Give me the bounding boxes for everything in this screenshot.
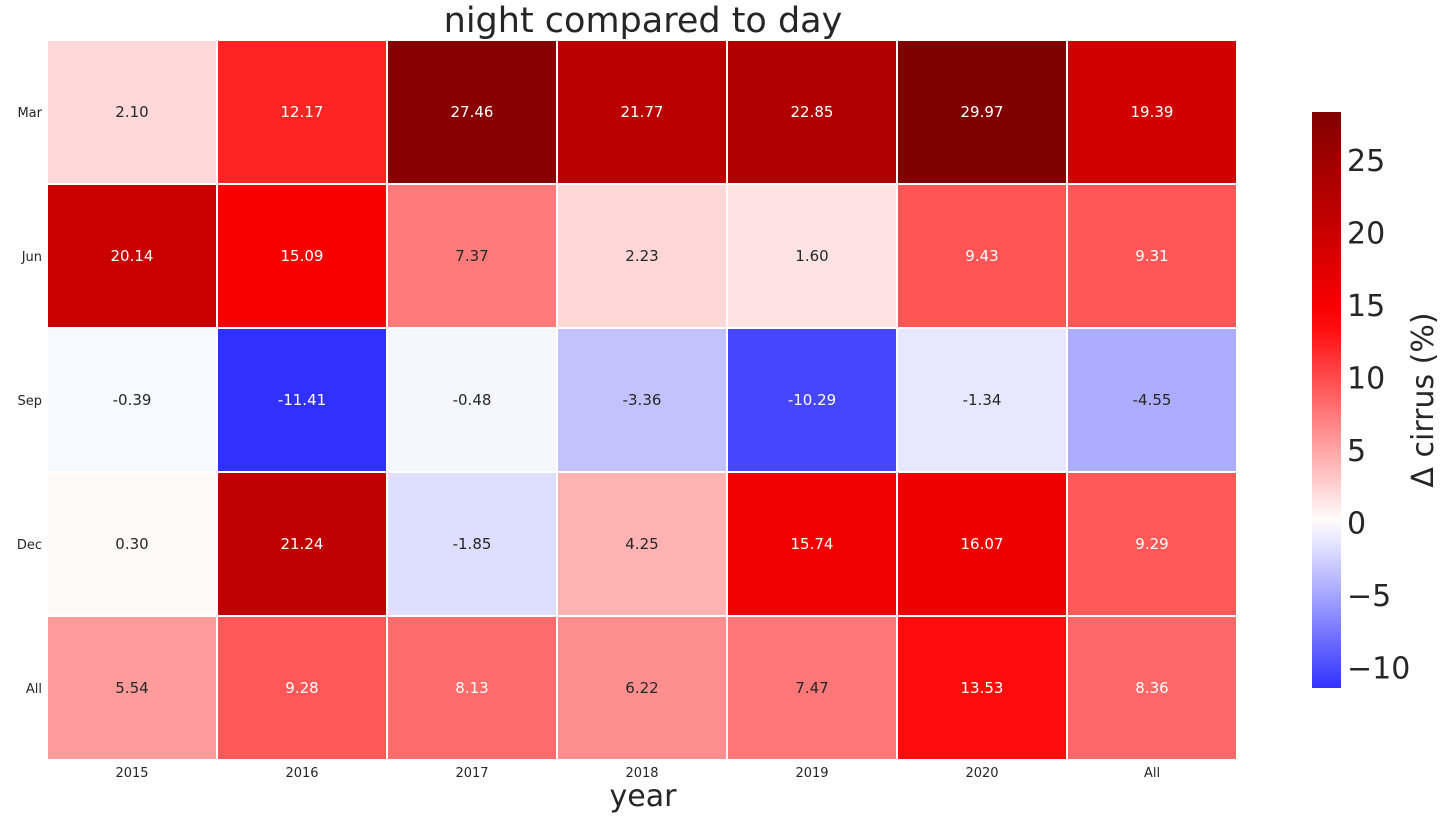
cell-value-label: 12.17 bbox=[281, 103, 324, 121]
cell-value-label: 2.10 bbox=[115, 103, 148, 121]
colorbar-tick-label: −5 bbox=[1347, 579, 1391, 614]
cell-value-label: -11.41 bbox=[278, 391, 326, 409]
cell-value-label: 5.54 bbox=[115, 679, 148, 697]
y-tick-label: Dec bbox=[17, 538, 42, 553]
heatmap-cell bbox=[896, 183, 1068, 329]
colorbar-tick-label: 10 bbox=[1347, 361, 1385, 396]
x-tick-label: 2015 bbox=[115, 766, 148, 781]
cell-value-label: 7.47 bbox=[795, 679, 828, 697]
cell-value-label: 6.22 bbox=[625, 679, 658, 697]
cell-value-label: 1.60 bbox=[795, 247, 828, 265]
y-tick-label: Mar bbox=[17, 106, 42, 121]
cell-value-label: -10.29 bbox=[788, 391, 836, 409]
cell-value-label: -3.36 bbox=[623, 391, 662, 409]
x-tick-label: 2020 bbox=[965, 766, 998, 781]
heatmap-cell bbox=[386, 327, 558, 473]
cell-value-label: 29.97 bbox=[961, 103, 1004, 121]
cell-value-label: 9.43 bbox=[965, 247, 998, 265]
y-tick-label: Jun bbox=[21, 250, 42, 265]
heatmap-cells: 2.10 12.17 27.46 21.77 22.85 29.97 19.39 20.14 1… bbox=[46, 39, 1238, 761]
cell-value-label: 9.31 bbox=[1135, 247, 1168, 265]
heatmap-cell bbox=[216, 471, 388, 617]
cell-value-label: 21.24 bbox=[281, 535, 324, 553]
cell-value-label: 0.30 bbox=[115, 535, 148, 553]
heatmap-cell bbox=[1066, 183, 1238, 329]
cell-value-label: 2.23 bbox=[625, 247, 658, 265]
colorbar-tick-label: 15 bbox=[1347, 289, 1385, 324]
x-tick-label: 2019 bbox=[795, 766, 828, 781]
colorbar-gradient bbox=[1312, 112, 1341, 688]
cell-value-label: 9.28 bbox=[285, 679, 318, 697]
cell-value-label: 20.14 bbox=[111, 247, 154, 265]
heatmap-cell bbox=[216, 615, 388, 761]
cell-value-label: -0.39 bbox=[113, 391, 152, 409]
cell-value-label: 19.39 bbox=[1131, 103, 1174, 121]
x-tick-label: All bbox=[1144, 766, 1160, 781]
x-axis-ticks: 2015 2016 2017 2018 2019 2020 All bbox=[115, 766, 1160, 781]
heatmap-cell bbox=[556, 471, 728, 617]
colorbar-tick-label: 5 bbox=[1347, 434, 1366, 469]
chart-title: night compared to day bbox=[443, 1, 843, 41]
heatmap-cell bbox=[1066, 39, 1238, 185]
heatmap-cell bbox=[46, 471, 218, 617]
cell-value-label: 13.53 bbox=[961, 679, 1004, 697]
colorbar-tick-label: −10 bbox=[1347, 652, 1410, 687]
colorbar-tick-label: 25 bbox=[1347, 144, 1385, 179]
cell-value-label: 7.37 bbox=[455, 247, 488, 265]
cell-value-label: -0.48 bbox=[453, 391, 492, 409]
heatmap-cell bbox=[46, 327, 218, 473]
x-tick-label: 2017 bbox=[455, 766, 488, 781]
y-tick-label: All bbox=[26, 682, 42, 697]
y-tick-label: Sep bbox=[17, 394, 42, 409]
y-axis-ticks: Mar Jun Sep Dec All bbox=[17, 106, 43, 697]
x-tick-label: 2016 bbox=[285, 766, 318, 781]
heatmap-cell bbox=[1066, 327, 1238, 473]
heatmap-cell bbox=[386, 615, 558, 761]
heatmap-cell bbox=[386, 183, 558, 329]
heatmap-cell bbox=[896, 327, 1068, 473]
heatmap-cell bbox=[216, 183, 388, 329]
cell-value-label: -1.85 bbox=[453, 535, 492, 553]
colorbar: −10 −5 0 5 10 15 20 25 bbox=[1312, 112, 1410, 688]
heatmap-cell bbox=[556, 327, 728, 473]
heatmap-cell bbox=[726, 327, 898, 473]
heatmap-cell bbox=[46, 615, 218, 761]
cell-value-label: 8.36 bbox=[1135, 679, 1168, 697]
heatmap-cell bbox=[1066, 471, 1238, 617]
heatmap-cell bbox=[46, 183, 218, 329]
colorbar-label: Δ cirrus (%) bbox=[1406, 312, 1441, 488]
cell-value-label: 15.74 bbox=[791, 535, 834, 553]
heatmap-cell bbox=[46, 39, 218, 185]
cell-value-label: 9.29 bbox=[1135, 535, 1168, 553]
cell-value-label: 16.07 bbox=[961, 535, 1004, 553]
colorbar-tick-label: 0 bbox=[1347, 506, 1366, 541]
cell-value-label: 22.85 bbox=[791, 103, 834, 121]
cell-value-label: 15.09 bbox=[281, 247, 324, 265]
cell-value-label: 4.25 bbox=[625, 535, 658, 553]
cell-value-label: 27.46 bbox=[451, 103, 494, 121]
cell-value-label: -4.55 bbox=[1133, 391, 1172, 409]
heatmap-cell bbox=[726, 471, 898, 617]
heatmap-cell bbox=[216, 327, 388, 473]
heatmap-cell bbox=[1066, 615, 1238, 761]
x-tick-label: 2018 bbox=[625, 766, 658, 781]
heatmap-cell bbox=[726, 183, 898, 329]
cell-value-label: 8.13 bbox=[455, 679, 488, 697]
cell-value-label: 21.77 bbox=[621, 103, 664, 121]
colorbar-tick-label: 20 bbox=[1347, 216, 1385, 251]
heatmap-cell bbox=[386, 471, 558, 617]
x-axis-label: year bbox=[609, 779, 677, 814]
heatmap-cell bbox=[386, 39, 558, 185]
heatmap-cell bbox=[726, 615, 898, 761]
cell-value-label: -1.34 bbox=[963, 391, 1002, 409]
heatmap-cell bbox=[216, 39, 388, 185]
